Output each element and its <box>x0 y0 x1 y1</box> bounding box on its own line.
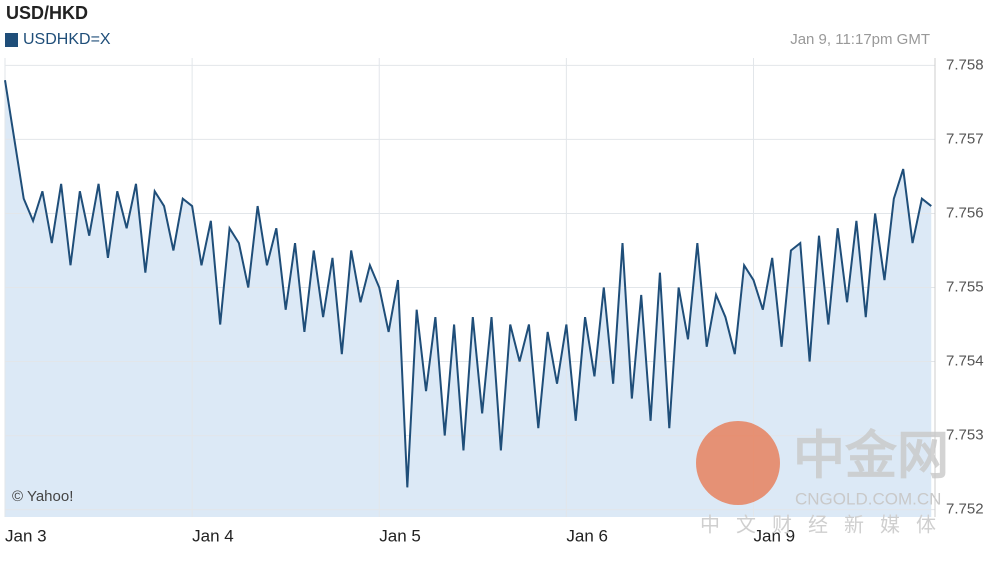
x-tick-label: Jan 4 <box>192 526 234 545</box>
watermark-site: CNGOLD.COM.CN <box>795 489 941 508</box>
credit: © Yahoo! <box>12 488 73 505</box>
watermark-slogan: 中文财经新媒体 <box>700 513 952 536</box>
y-tick-label: 7.755 <box>946 278 984 295</box>
timestamp: Jan 9, 11:17pm GMT <box>790 31 930 48</box>
x-tick-label: Jan 9 <box>753 526 795 545</box>
line <box>4 80 932 488</box>
legend-label: USDHKD=X <box>23 31 111 48</box>
chart-title: USD/HKD <box>6 3 88 23</box>
y-tick-label: 7.758 <box>946 56 984 73</box>
x-tick-label: Jan 5 <box>379 526 421 545</box>
watermark-logo: 中金网 <box>793 428 949 486</box>
x-tick-label: Jan 6 <box>566 526 608 545</box>
watermark-icon <box>696 421 780 505</box>
y-tick-label: 7.753 <box>946 427 984 444</box>
y-tick-label: 7.757 <box>946 130 984 147</box>
y-tick-label: 7.754 <box>946 353 984 370</box>
y-tick-label: 7.756 <box>946 204 984 221</box>
area <box>5 80 932 517</box>
y-tick-label: 7.752 <box>946 501 984 518</box>
legend-swatch <box>5 33 18 47</box>
x-tick-label: Jan 3 <box>5 526 47 545</box>
